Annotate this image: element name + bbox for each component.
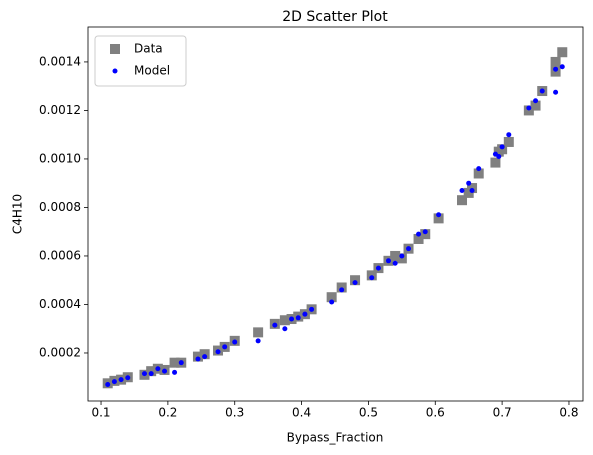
model-point (559, 64, 565, 70)
model-point (289, 316, 295, 322)
data-point (413, 233, 424, 244)
model-point (195, 356, 201, 362)
model-point (222, 344, 228, 350)
model-point (553, 66, 559, 72)
model-point (111, 379, 117, 385)
y-tick-label: 0.0006 (39, 248, 81, 262)
model-point (302, 311, 308, 317)
data-point (530, 100, 541, 111)
model-point (422, 229, 428, 235)
x-tick-label: 0.8 (559, 406, 578, 420)
x-tick-label: 0.2 (158, 406, 177, 420)
model-point (329, 299, 335, 305)
y-axis-label: C4H10 (11, 194, 25, 234)
model-point (533, 98, 539, 104)
data-point (433, 213, 444, 224)
legend-marker (110, 44, 120, 54)
model-point (392, 260, 398, 266)
y-tick-label: 0.0012 (39, 103, 81, 117)
y-tick-label: 0.0010 (39, 151, 81, 165)
model-point (466, 180, 472, 186)
x-tick-label: 0.6 (426, 406, 445, 420)
model-point (125, 375, 131, 381)
model-point (496, 154, 502, 160)
y-tick-label: 0.0014 (39, 54, 81, 68)
model-point (469, 187, 475, 193)
x-axis-label: Bypass_Fraction (287, 431, 384, 445)
model-point (553, 89, 559, 95)
model-point (416, 231, 422, 237)
legend-label: Data (134, 42, 163, 56)
data-point (169, 357, 180, 368)
model-point (352, 280, 358, 286)
model-point (499, 144, 505, 150)
model-point (255, 338, 261, 344)
axes-frame (87, 26, 584, 402)
model-point (406, 246, 412, 252)
data-point (326, 292, 337, 303)
model-point (436, 212, 442, 218)
x-tick-label: 0.4 (292, 406, 311, 420)
model-point (385, 258, 391, 264)
model-point (155, 366, 161, 372)
data-point (557, 47, 568, 58)
model-point (148, 371, 154, 377)
y-tick-label: 0.0004 (39, 297, 81, 311)
model-point (375, 265, 381, 271)
model-point (202, 354, 208, 360)
data-point (253, 327, 264, 338)
legend-marker (112, 68, 118, 74)
model-point (459, 187, 465, 193)
model-point (506, 132, 512, 138)
x-tick-label: 0.5 (359, 406, 378, 420)
model-point (118, 377, 124, 383)
x-tick-label: 0.3 (225, 406, 244, 420)
model-point (476, 166, 482, 172)
model-point (141, 371, 147, 377)
legend-label: Model (134, 64, 170, 78)
data-point (503, 136, 514, 147)
data-point (473, 168, 484, 179)
model-point (232, 339, 238, 345)
data-point (457, 195, 468, 206)
model-point (399, 253, 405, 259)
model-point (172, 369, 178, 375)
x-tick-label: 0.7 (493, 406, 512, 420)
model-point (295, 315, 301, 321)
data-point (490, 157, 501, 168)
model-point (539, 88, 545, 94)
model-point (526, 105, 532, 111)
y-tick-label: 0.0008 (39, 200, 81, 214)
model-point (215, 349, 221, 355)
x-tick-label: 0.1 (91, 406, 110, 420)
data-point (550, 56, 561, 67)
model-point (105, 382, 111, 388)
chart-title: 2D Scatter Plot (282, 9, 388, 25)
model-point (339, 287, 345, 293)
y-tick-label: 0.0002 (39, 345, 81, 359)
model-point (272, 322, 278, 328)
model-point (369, 275, 375, 281)
model-point (282, 326, 288, 332)
data-point (390, 250, 401, 261)
model-point (162, 368, 168, 374)
model-point (309, 306, 315, 312)
data-point (279, 315, 290, 326)
model-point (178, 360, 184, 366)
